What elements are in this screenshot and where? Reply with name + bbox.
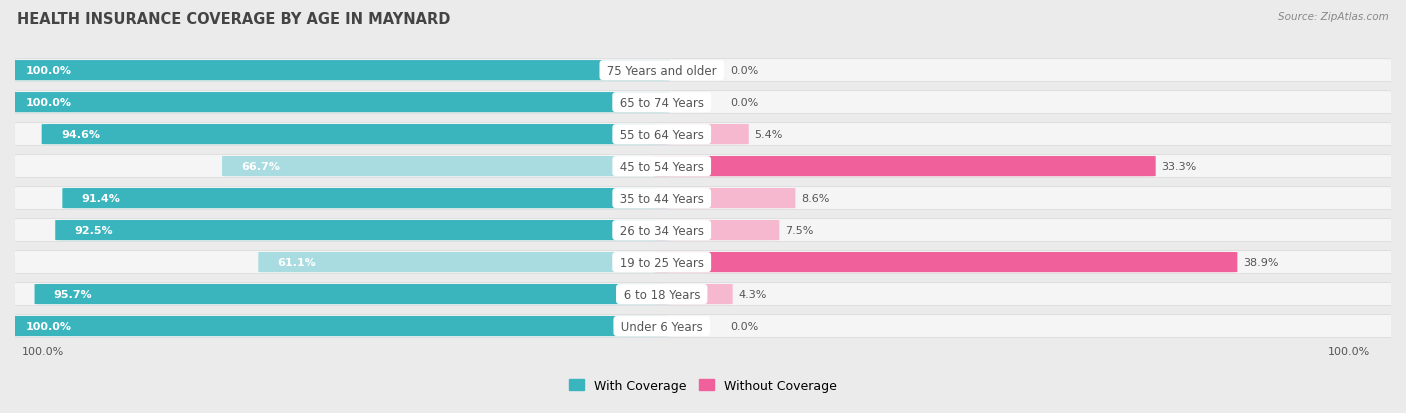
FancyBboxPatch shape [7,93,671,113]
FancyBboxPatch shape [11,251,1392,274]
Text: 7.5%: 7.5% [785,225,813,235]
Text: 65 to 74 Years: 65 to 74 Years [616,96,707,109]
Text: 26 to 34 Years: 26 to 34 Years [616,224,707,237]
FancyBboxPatch shape [11,283,1392,306]
FancyBboxPatch shape [42,125,671,145]
FancyBboxPatch shape [62,189,671,209]
FancyBboxPatch shape [55,221,671,241]
Text: 5.4%: 5.4% [754,130,783,140]
Legend: With Coverage, Without Coverage: With Coverage, Without Coverage [564,374,842,396]
Text: 0.0%: 0.0% [731,66,759,76]
Text: 4.3%: 4.3% [738,290,766,299]
FancyBboxPatch shape [654,221,779,241]
Text: 100.0%: 100.0% [22,346,65,356]
Text: 45 to 54 Years: 45 to 54 Years [616,160,707,173]
FancyBboxPatch shape [7,61,671,81]
Text: 100.0%: 100.0% [25,321,72,331]
Text: 6 to 18 Years: 6 to 18 Years [620,288,704,301]
Text: 55 to 64 Years: 55 to 64 Years [616,128,707,141]
Text: 95.7%: 95.7% [53,290,93,299]
Text: 61.1%: 61.1% [277,257,316,268]
Text: 35 to 44 Years: 35 to 44 Years [616,192,707,205]
Text: 100.0%: 100.0% [1329,346,1371,356]
Text: 0.0%: 0.0% [731,98,759,108]
Text: 75 Years and older: 75 Years and older [603,64,720,78]
Text: 8.6%: 8.6% [801,194,830,204]
FancyBboxPatch shape [259,252,671,273]
Text: 100.0%: 100.0% [25,66,72,76]
Text: 38.9%: 38.9% [1243,257,1278,268]
Text: Source: ZipAtlas.com: Source: ZipAtlas.com [1278,12,1389,22]
FancyBboxPatch shape [7,316,671,336]
Text: HEALTH INSURANCE COVERAGE BY AGE IN MAYNARD: HEALTH INSURANCE COVERAGE BY AGE IN MAYN… [17,12,450,27]
Text: 91.4%: 91.4% [82,194,121,204]
FancyBboxPatch shape [654,252,1237,273]
FancyBboxPatch shape [654,125,749,145]
FancyBboxPatch shape [35,284,671,304]
Text: 0.0%: 0.0% [731,321,759,331]
FancyBboxPatch shape [222,157,671,177]
Text: 94.6%: 94.6% [60,130,100,140]
FancyBboxPatch shape [11,155,1392,178]
Text: 33.3%: 33.3% [1161,162,1197,172]
Text: 66.7%: 66.7% [242,162,280,172]
FancyBboxPatch shape [11,219,1392,242]
FancyBboxPatch shape [11,315,1392,338]
FancyBboxPatch shape [11,92,1392,114]
Text: 19 to 25 Years: 19 to 25 Years [616,256,707,269]
FancyBboxPatch shape [11,187,1392,210]
Text: 100.0%: 100.0% [25,98,72,108]
Text: Under 6 Years: Under 6 Years [617,320,706,333]
FancyBboxPatch shape [654,284,733,304]
FancyBboxPatch shape [654,189,796,209]
Text: 92.5%: 92.5% [75,225,112,235]
FancyBboxPatch shape [11,123,1392,146]
FancyBboxPatch shape [654,157,1156,177]
FancyBboxPatch shape [11,59,1392,83]
